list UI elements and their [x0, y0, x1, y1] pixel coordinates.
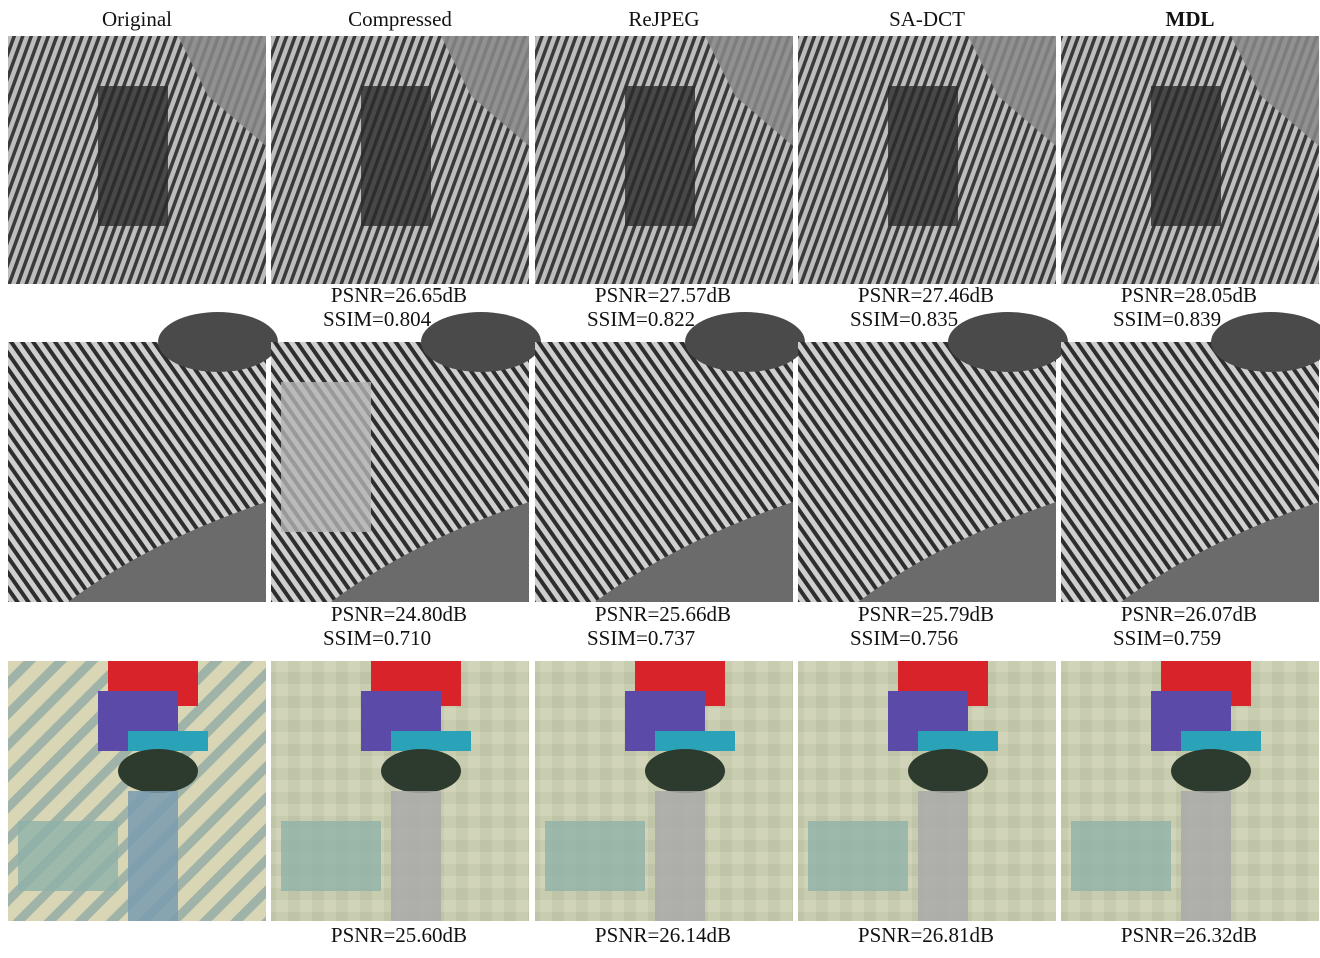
- image-strip: [1181, 791, 1231, 921]
- image-dark: [645, 749, 725, 793]
- psnr-label: PSNR=27.57dB: [595, 283, 731, 307]
- image-blob: [545, 821, 645, 891]
- image-patch: [798, 661, 1056, 921]
- image-teal: [128, 731, 208, 751]
- psnr-label: PSNR=26.65dB: [331, 283, 467, 307]
- image-teal: [655, 731, 735, 751]
- ssim-label: SSIM=0.710: [323, 626, 431, 650]
- psnr-label: PSNR=25.66dB: [595, 602, 731, 626]
- ssim-label: SSIM=0.839: [1113, 307, 1221, 331]
- psnr-label: PSNR=28.05dB: [1121, 283, 1257, 307]
- image-strip: [655, 791, 705, 921]
- ssim-label: SSIM=0.756: [850, 626, 958, 650]
- psnr-label: PSNR=25.60dB: [331, 923, 467, 947]
- column-header: ReJPEG: [628, 7, 699, 31]
- psnr-label: PSNR=26.07dB: [1121, 602, 1257, 626]
- psnr-label: PSNR=27.46dB: [858, 283, 994, 307]
- image-blob: [808, 821, 908, 891]
- image-blob: [1071, 821, 1171, 891]
- image-shadow: [98, 86, 168, 226]
- image-shadow: [1151, 86, 1221, 226]
- image-chin: [685, 312, 805, 372]
- ssim-label: SSIM=0.737: [587, 626, 695, 650]
- image-chin: [158, 312, 278, 372]
- image-patch: [535, 312, 805, 602]
- psnr-label: PSNR=26.81dB: [858, 923, 994, 947]
- image-patch: [1061, 36, 1319, 284]
- image-blob: [18, 821, 118, 891]
- image-block: [281, 382, 371, 532]
- image-patch: [535, 36, 793, 284]
- column-header: Original: [102, 7, 172, 31]
- image-patch: [271, 661, 529, 921]
- image-shadow: [625, 86, 695, 226]
- image-patch: [798, 312, 1068, 602]
- image-chin: [948, 312, 1068, 372]
- image-strip: [391, 791, 441, 921]
- image-strip: [918, 791, 968, 921]
- psnr-label: PSNR=26.32dB: [1121, 923, 1257, 947]
- ssim-label: SSIM=0.835: [850, 307, 958, 331]
- ssim-label: SSIM=0.822: [587, 307, 695, 331]
- image-dark: [381, 749, 461, 793]
- image-shadow: [361, 86, 431, 226]
- image-patch: [1061, 312, 1320, 602]
- psnr-label: PSNR=24.80dB: [331, 602, 467, 626]
- image-dark: [118, 749, 198, 793]
- image-patch: [8, 661, 266, 921]
- image-patch: [1061, 661, 1319, 921]
- page: {"columns": ["Original", "Compressed", "…: [0, 0, 1320, 953]
- image-patch: [271, 312, 541, 602]
- image-patch: [271, 36, 529, 284]
- image-patch: [8, 36, 266, 284]
- ssim-label: SSIM=0.759: [1113, 626, 1221, 650]
- psnr-label: PSNR=26.14dB: [595, 923, 731, 947]
- image-chin: [421, 312, 541, 372]
- image-patch: [535, 661, 793, 921]
- image-teal: [1181, 731, 1261, 751]
- image-teal: [391, 731, 471, 751]
- image-patch: [798, 36, 1056, 284]
- column-header: MDL: [1166, 7, 1215, 31]
- image-shadow: [888, 86, 958, 226]
- psnr-label: PSNR=25.79dB: [858, 602, 994, 626]
- ssim-label: SSIM=0.804: [323, 307, 432, 331]
- image-patch: [8, 312, 278, 602]
- column-header: SA-DCT: [889, 7, 965, 31]
- image-strip: [128, 791, 178, 921]
- image-blob: [281, 821, 381, 891]
- column-header: Compressed: [348, 7, 452, 31]
- image-dark: [908, 749, 988, 793]
- figure: Original Compressed ReJPEG SA-DCT MDL PSNR=26…: [0, 0, 1320, 953]
- image-teal: [918, 731, 998, 751]
- image-dark: [1171, 749, 1251, 793]
